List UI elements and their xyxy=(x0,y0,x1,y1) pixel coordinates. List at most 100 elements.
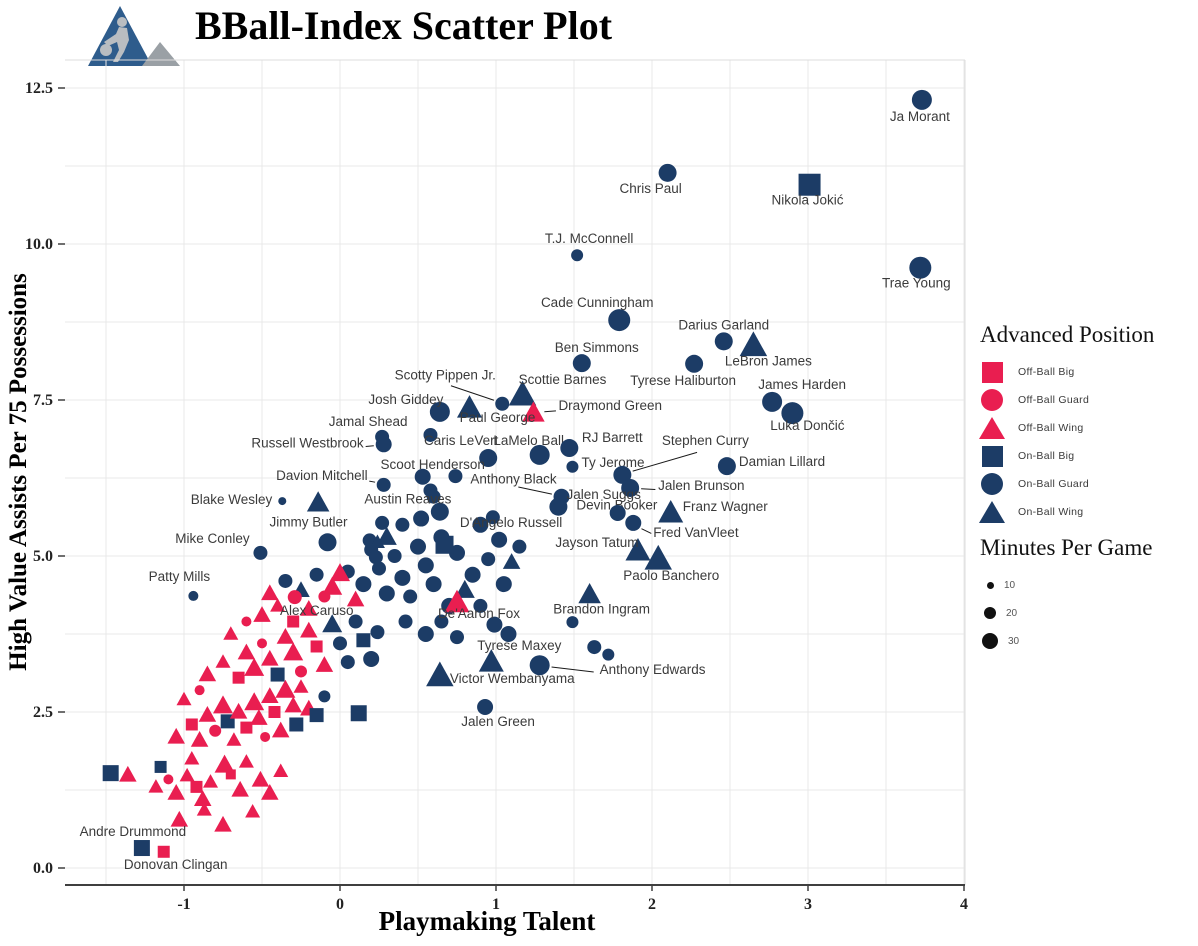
data-point-scottie-barnes[interactable] xyxy=(508,380,537,406)
size-legend-item-10[interactable]: 10 xyxy=(980,571,1195,599)
data-point-damian-lillard[interactable] xyxy=(717,457,736,476)
data-point[interactable] xyxy=(273,763,289,777)
data-point-de-aaron-fox[interactable] xyxy=(444,589,470,613)
data-point[interactable] xyxy=(473,598,488,613)
data-point-jayson-tatum[interactable] xyxy=(625,538,651,561)
data-point-scotty-pippen-jr-[interactable] xyxy=(495,396,510,411)
data-point[interactable] xyxy=(119,765,137,782)
data-point[interactable] xyxy=(287,615,300,628)
data-point-lebron-james[interactable] xyxy=(739,331,768,357)
data-point-stephen-curry[interactable] xyxy=(613,465,632,484)
data-point[interactable] xyxy=(417,626,434,642)
data-point[interactable] xyxy=(486,616,503,633)
data-point-paolo-banchero[interactable] xyxy=(644,544,672,570)
data-point-nikola-joki-[interactable] xyxy=(798,173,821,196)
data-point-devin-booker[interactable] xyxy=(549,497,568,516)
data-point[interactable] xyxy=(154,760,167,773)
data-point[interactable] xyxy=(225,769,236,780)
data-point-trae-young[interactable] xyxy=(909,256,932,279)
data-point[interactable] xyxy=(283,642,304,661)
data-point-victor-wembanyama[interactable] xyxy=(426,661,454,687)
data-point-cade-cunningham[interactable] xyxy=(608,309,631,332)
data-point[interactable] xyxy=(434,614,449,629)
data-point[interactable] xyxy=(350,705,367,722)
data-point[interactable] xyxy=(198,706,217,722)
data-point-darius-garland[interactable] xyxy=(714,332,733,351)
data-point-ja-morant[interactable] xyxy=(911,89,932,110)
data-point[interactable] xyxy=(179,767,195,782)
data-point-blake-wesley[interactable] xyxy=(278,497,287,506)
data-point[interactable] xyxy=(295,665,307,678)
data-point[interactable] xyxy=(148,779,164,793)
data-point[interactable] xyxy=(485,510,500,525)
data-point[interactable] xyxy=(363,650,380,667)
data-point[interactable] xyxy=(278,573,293,588)
data-point[interactable] xyxy=(214,815,232,832)
data-point-paul-george[interactable] xyxy=(456,395,482,418)
data-point[interactable] xyxy=(209,724,222,737)
data-point[interactable] xyxy=(425,576,442,593)
size-legend-item-30[interactable]: 30 xyxy=(980,627,1195,655)
data-point[interactable] xyxy=(370,625,385,640)
data-point[interactable] xyxy=(231,780,249,797)
data-point[interactable] xyxy=(190,780,203,793)
data-point[interactable] xyxy=(602,648,615,661)
data-point[interactable] xyxy=(253,606,271,622)
data-point[interactable] xyxy=(306,491,330,512)
data-point[interactable] xyxy=(375,515,390,530)
data-point[interactable] xyxy=(512,539,527,554)
data-point[interactable] xyxy=(215,654,231,668)
data-point[interactable] xyxy=(300,599,318,616)
data-point-ty-jerome[interactable] xyxy=(566,460,579,473)
data-point[interactable] xyxy=(322,576,343,595)
data-point-russell-westbrook[interactable] xyxy=(375,436,392,453)
data-point-d-angelo-russell[interactable] xyxy=(491,531,508,548)
data-point[interactable] xyxy=(213,695,233,714)
data-point[interactable] xyxy=(398,614,413,629)
data-point-caris-levert[interactable] xyxy=(479,449,498,468)
data-point[interactable] xyxy=(450,630,464,645)
data-point[interactable] xyxy=(356,633,371,648)
data-point-jalen-suggs[interactable] xyxy=(609,504,626,521)
data-point[interactable] xyxy=(167,727,185,744)
data-point[interactable] xyxy=(270,598,286,612)
data-point[interactable] xyxy=(261,687,279,704)
data-point[interactable] xyxy=(378,585,395,602)
data-point[interactable] xyxy=(426,489,441,504)
data-point[interactable] xyxy=(464,566,481,583)
data-point-luka-don-i-[interactable] xyxy=(781,402,804,425)
data-point-ben-simmons[interactable] xyxy=(572,354,591,373)
legend-item-onball-guard[interactable]: On-Ball Guard xyxy=(980,470,1195,498)
data-point[interactable] xyxy=(276,628,295,644)
data-point[interactable] xyxy=(226,732,242,746)
data-point[interactable] xyxy=(318,590,331,603)
data-point[interactable] xyxy=(309,708,324,723)
data-point[interactable] xyxy=(232,671,245,684)
data-point-james-harden[interactable] xyxy=(762,391,783,412)
data-point[interactable] xyxy=(203,774,219,788)
data-point-tyrese-maxey[interactable] xyxy=(478,649,504,672)
data-point-scoot-henderson[interactable] xyxy=(414,468,431,485)
data-point[interactable] xyxy=(495,576,512,593)
data-point[interactable] xyxy=(268,706,281,718)
data-point-chris-paul[interactable] xyxy=(658,163,677,182)
data-point[interactable] xyxy=(417,557,434,574)
legend-item-offball-wing[interactable]: Off-Ball Wing xyxy=(979,414,1195,442)
data-point[interactable] xyxy=(395,517,410,532)
data-point[interactable] xyxy=(270,667,285,682)
data-point[interactable] xyxy=(260,731,271,742)
data-point[interactable] xyxy=(315,656,334,672)
legend-item-onball-big[interactable]: On-Ball Big xyxy=(980,442,1195,470)
data-point[interactable] xyxy=(185,718,198,731)
data-point[interactable] xyxy=(369,534,385,548)
data-point[interactable] xyxy=(198,665,217,682)
data-point[interactable] xyxy=(257,638,267,649)
data-point[interactable] xyxy=(413,510,430,527)
data-point[interactable] xyxy=(355,576,372,593)
data-point[interactable] xyxy=(238,754,254,768)
data-point[interactable] xyxy=(403,589,418,604)
data-point-patty-mills[interactable] xyxy=(188,590,199,601)
data-point[interactable] xyxy=(372,561,386,576)
data-point-jimmy-butler[interactable] xyxy=(318,533,337,552)
data-point-austin-reaves[interactable] xyxy=(430,502,449,521)
